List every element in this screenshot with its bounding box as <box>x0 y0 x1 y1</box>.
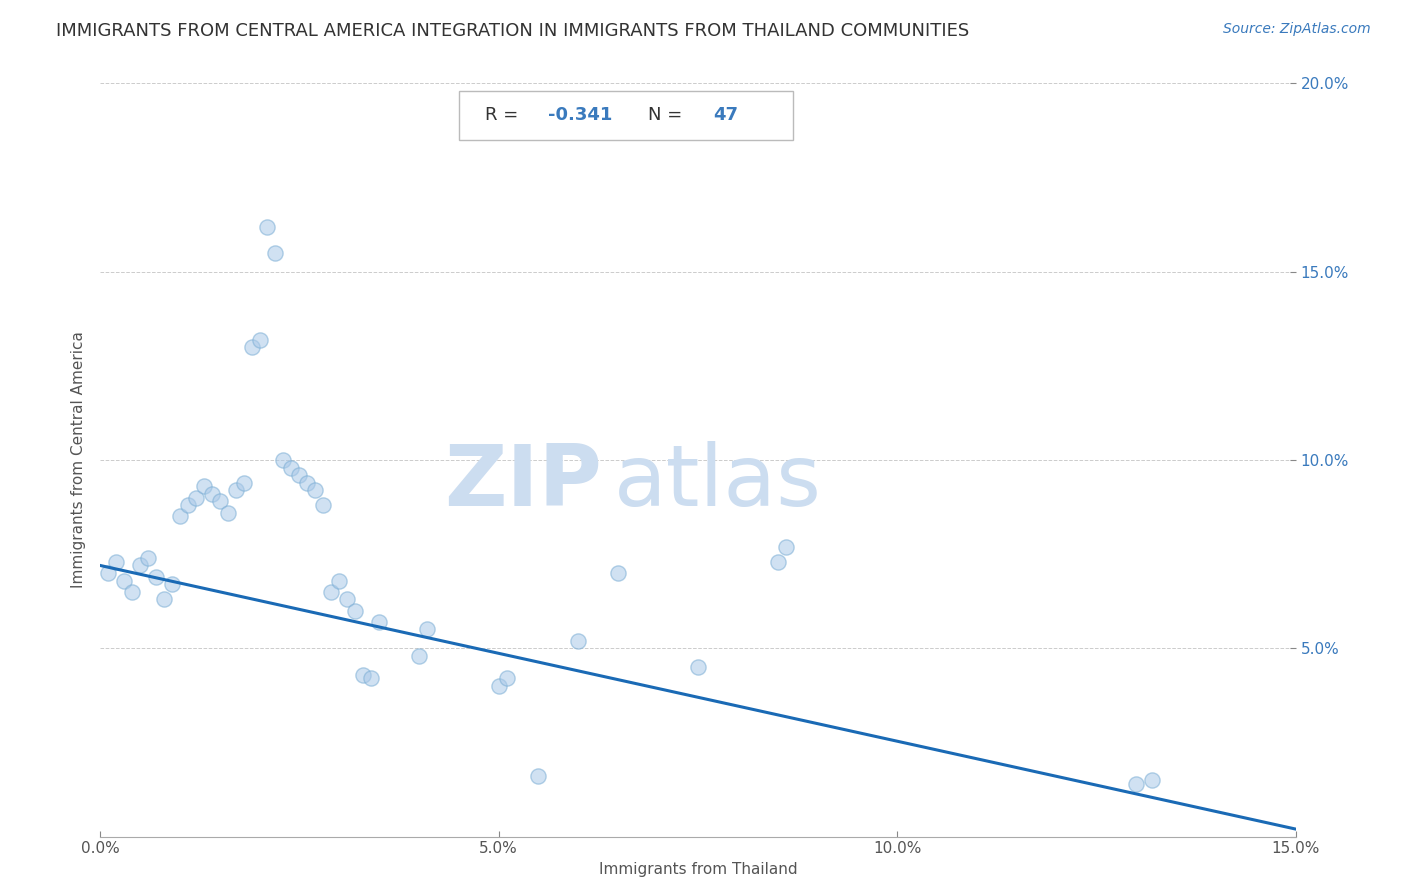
Point <box>607 566 630 580</box>
Point <box>121 584 143 599</box>
Point <box>105 555 128 569</box>
Text: IMMIGRANTS FROM CENTRAL AMERICA INTEGRATION IN IMMIGRANTS FROM THAILAND COMMUNIT: IMMIGRANTS FROM CENTRAL AMERICA INTEGRAT… <box>56 22 970 40</box>
Point <box>288 468 311 483</box>
Point <box>97 566 120 580</box>
Point <box>177 498 200 512</box>
Text: 47: 47 <box>713 106 738 125</box>
Point <box>160 577 183 591</box>
Y-axis label: Immigrants from Central America: Immigrants from Central America <box>72 332 86 589</box>
Point <box>129 558 152 573</box>
Point <box>184 491 207 505</box>
Point <box>273 453 295 467</box>
Point <box>312 498 335 512</box>
Text: R =: R = <box>485 106 524 125</box>
Point <box>232 475 254 490</box>
Point <box>416 623 439 637</box>
Point <box>344 604 367 618</box>
Point <box>495 672 517 686</box>
Point <box>775 540 797 554</box>
Point <box>567 633 589 648</box>
Point <box>240 340 263 354</box>
Point <box>145 570 167 584</box>
Point <box>256 219 278 234</box>
Point <box>1125 777 1147 791</box>
FancyBboxPatch shape <box>458 91 793 140</box>
Point <box>321 584 343 599</box>
Point <box>352 667 374 681</box>
Point <box>112 574 135 588</box>
Point <box>488 679 510 693</box>
Point <box>1140 773 1163 788</box>
Point <box>249 333 271 347</box>
Point <box>280 460 302 475</box>
Point <box>336 592 359 607</box>
Point <box>328 574 350 588</box>
Point <box>217 506 239 520</box>
Point <box>527 769 550 783</box>
Point <box>208 494 231 508</box>
Text: atlas: atlas <box>614 442 823 524</box>
Point <box>264 246 287 260</box>
Point <box>408 648 430 663</box>
Text: ZIP: ZIP <box>444 442 602 524</box>
Point <box>686 660 709 674</box>
Point <box>193 479 215 493</box>
Point <box>225 483 247 497</box>
Point <box>153 592 176 607</box>
Text: N =: N = <box>648 106 688 125</box>
Text: -0.341: -0.341 <box>548 106 613 125</box>
Point <box>766 555 789 569</box>
X-axis label: Immigrants from Thailand: Immigrants from Thailand <box>599 862 797 877</box>
Point <box>304 483 326 497</box>
Point <box>201 487 224 501</box>
Point <box>360 672 382 686</box>
Point <box>297 475 319 490</box>
Point <box>136 550 159 565</box>
Point <box>169 509 191 524</box>
Point <box>368 615 391 629</box>
Text: Source: ZipAtlas.com: Source: ZipAtlas.com <box>1223 22 1371 37</box>
